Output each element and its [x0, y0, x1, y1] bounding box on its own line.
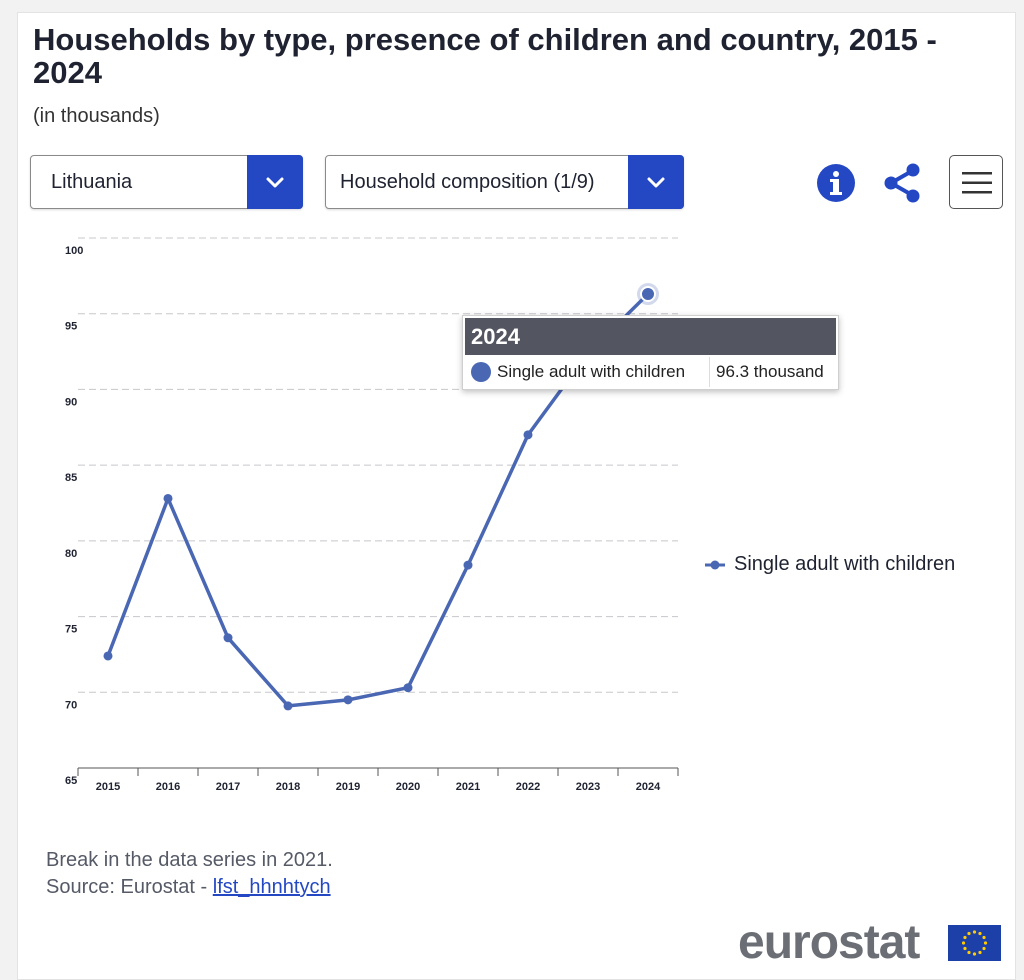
eu-flag-icon: [948, 925, 1001, 961]
chart-tooltip: 2024 Single adult with children 96.3 tho…: [462, 315, 839, 390]
legend-line-marker-icon: [705, 560, 725, 570]
source-line: Source: Eurostat - lfst_hhnhtych: [46, 876, 331, 899]
chart-title: Households by type, presence of children…: [33, 22, 937, 90]
flag-star: [978, 950, 982, 955]
x-tick-label: 2024: [636, 781, 661, 793]
data-point: [463, 560, 473, 570]
data-point: [523, 430, 533, 440]
y-tick-label: 100: [65, 245, 83, 257]
series-line-single-adult-with-children: [106, 292, 650, 708]
y-tick-label: 65: [65, 775, 77, 787]
y-tick-label: 70: [65, 699, 77, 711]
country-select-toggle[interactable]: [247, 155, 303, 209]
x-tick-label: 2015: [96, 781, 120, 793]
eurostat-logo: eurostat: [738, 916, 920, 969]
legend-label: Single adult with children: [734, 553, 956, 575]
y-tick-label: 75: [65, 624, 77, 636]
y-tick-label: 85: [65, 472, 77, 484]
chart-card: Households by type, presence of children…: [17, 12, 1016, 980]
data-point: [283, 701, 293, 711]
info-icon[interactable]: [816, 163, 856, 203]
x-tick-label: 2022: [516, 781, 540, 793]
composition-select[interactable]: Household composition (1/9): [325, 155, 684, 209]
country-select-value: Lithuania: [51, 171, 133, 193]
flag-star: [982, 935, 986, 940]
line-chart: 65 70 75 80 85 90 95 100 2015 2016 2017 2018 2019 202…: [65, 237, 679, 793]
share-icon[interactable]: [881, 162, 923, 204]
x-tick-label: 2021: [456, 781, 480, 793]
country-select[interactable]: Lithuania: [30, 155, 303, 209]
source-dataset-link[interactable]: lfst_hhnhtych: [212, 876, 331, 898]
data-point: [343, 695, 353, 705]
chevron-down-icon: [266, 177, 284, 188]
footnote: Break in the data series in 2021.: [46, 849, 333, 871]
composition-select-toggle[interactable]: [628, 155, 684, 209]
x-tick-label: 2019: [336, 781, 360, 793]
flag-star: [982, 946, 986, 951]
composition-select-value: Household composition (1/9): [340, 171, 595, 193]
y-tick-label: 80: [65, 548, 77, 560]
hamburger-menu-icon: [962, 172, 992, 194]
chevron-down-icon: [647, 177, 665, 188]
x-tick-label: 2016: [156, 781, 180, 793]
flag-star: [963, 935, 967, 940]
flag-star: [967, 931, 971, 936]
flag-star: [963, 946, 967, 951]
data-point: [223, 633, 233, 643]
data-point: [403, 683, 413, 693]
x-tick-label: 2018: [276, 781, 300, 793]
tooltip-value: 96.3 thousand: [716, 362, 824, 381]
flag-star: [967, 950, 971, 955]
axis-layer: 65 70 75 80 85 90 95 100 2015 2016 2017 2018 2019 202…: [65, 245, 679, 793]
y-tick-label: 95: [65, 321, 77, 333]
tooltip-divider: [709, 357, 710, 387]
flag-star: [983, 941, 988, 945]
tooltip-series-name: Single adult with children: [497, 362, 686, 381]
x-tick-label: 2023: [576, 781, 600, 793]
flag-star: [978, 931, 982, 936]
tooltip-row: Single adult with children 96.3 thousand: [465, 357, 836, 387]
grid-layer: [78, 237, 678, 693]
x-tick-label: 2017: [216, 781, 240, 793]
x-tick-label: 2020: [396, 781, 420, 793]
flag-star: [972, 952, 977, 956]
chart-menu-button[interactable]: [949, 155, 1003, 209]
y-tick-label: 90: [65, 396, 77, 408]
data-point: [103, 651, 113, 661]
data-point: [640, 286, 656, 303]
data-point: [163, 493, 173, 503]
chart-subtitle: (in thousands): [33, 105, 160, 127]
flag-star: [961, 941, 966, 945]
series-marker-icon: [471, 362, 491, 382]
flag-star: [972, 930, 977, 934]
tooltip-year: 2024: [465, 318, 836, 355]
source-prefix: Source: Eurostat -: [46, 876, 213, 898]
